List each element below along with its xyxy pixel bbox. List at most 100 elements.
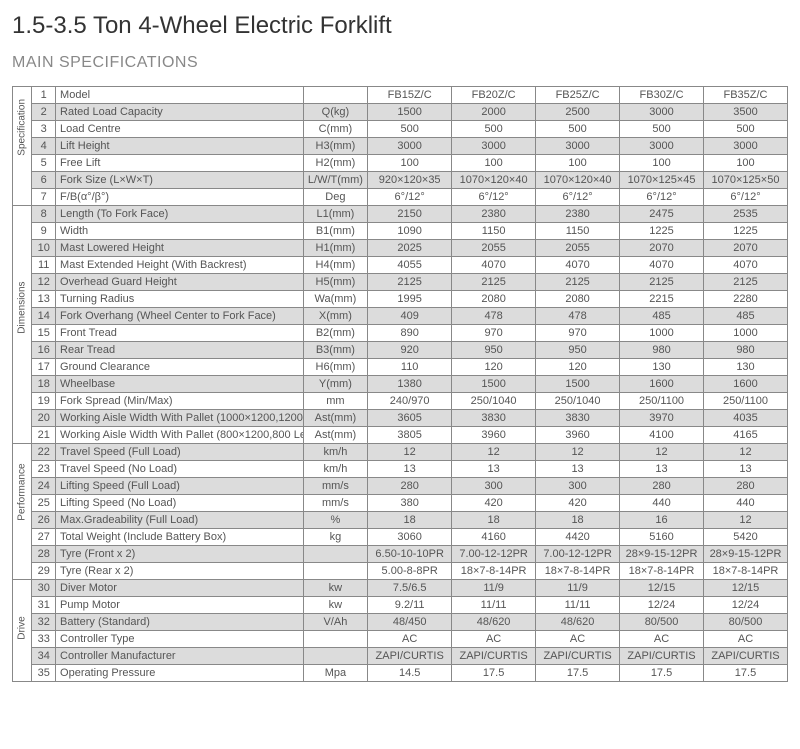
row-value: 409 <box>368 308 452 325</box>
row-value: 12 <box>704 512 788 529</box>
row-value: 7.00-12-12PR <box>452 546 536 563</box>
row-value: 500 <box>368 121 452 138</box>
row-value: 5160 <box>620 529 704 546</box>
table-row: 21Working Aisle Width With Pallet (800×1… <box>13 427 788 444</box>
row-value: 2125 <box>536 274 620 291</box>
row-value: 13 <box>620 461 704 478</box>
row-value: ZAPI/CURTIS <box>452 648 536 665</box>
row-number: 7 <box>32 189 56 206</box>
row-param: Wheelbase <box>56 376 304 393</box>
row-param: Battery (Standard) <box>56 614 304 631</box>
row-value: 2535 <box>704 206 788 223</box>
row-number: 6 <box>32 172 56 189</box>
row-value: 1600 <box>704 376 788 393</box>
row-param: Controller Type <box>56 631 304 648</box>
table-row: 16Rear TreadB3(mm)920950950980980 <box>13 342 788 359</box>
row-value: 100 <box>536 155 620 172</box>
table-row: 4Lift HeightH3(mm)30003000300030003000 <box>13 138 788 155</box>
row-value: 12 <box>620 444 704 461</box>
row-number: 18 <box>32 376 56 393</box>
table-row: 34Controller ManufacturerZAPI/CURTISZAPI… <box>13 648 788 665</box>
section-heading: MAIN SPECIFICATIONS <box>12 54 788 72</box>
row-param: Mast Extended Height (With Backrest) <box>56 257 304 274</box>
row-value: 12/15 <box>704 580 788 597</box>
row-value: 2500 <box>536 104 620 121</box>
row-param: Turning Radius <box>56 291 304 308</box>
row-value: 13 <box>536 461 620 478</box>
row-value: 5.00-8-8PR <box>368 563 452 580</box>
row-number: 28 <box>32 546 56 563</box>
table-row: 31Pump Motorkw9.2/1111/1111/1112/2412/24 <box>13 597 788 614</box>
row-value: 2125 <box>704 274 788 291</box>
row-unit: mm <box>303 393 368 410</box>
row-value: 28×9-15-12PR <box>704 546 788 563</box>
row-value: 17.5 <box>620 665 704 682</box>
row-value: 478 <box>452 308 536 325</box>
row-value: 2475 <box>620 206 704 223</box>
row-param: Tyre (Front x 2) <box>56 546 304 563</box>
table-row: 19Fork Spread (Min/Max)mm240/970250/1040… <box>13 393 788 410</box>
row-number: 30 <box>32 580 56 597</box>
group-label: Dimensions <box>13 206 32 444</box>
row-value: 12/15 <box>620 580 704 597</box>
row-value: 2080 <box>452 291 536 308</box>
table-row: 18WheelbaseY(mm)13801500150016001600 <box>13 376 788 393</box>
row-param: Operating Pressure <box>56 665 304 682</box>
row-value: 28×9-15-12PR <box>620 546 704 563</box>
row-value: 12/24 <box>704 597 788 614</box>
row-value: 18 <box>452 512 536 529</box>
row-value: 120 <box>452 359 536 376</box>
table-row: 35Operating PressureMpa14.517.517.517.51… <box>13 665 788 682</box>
row-value: 17.5 <box>704 665 788 682</box>
row-value: 1995 <box>368 291 452 308</box>
row-param: Overhead Guard Height <box>56 274 304 291</box>
row-value: 16 <box>620 512 704 529</box>
row-value: 4035 <box>704 410 788 427</box>
row-value: FB20Z/C <box>452 87 536 104</box>
table-row: 6Fork Size (L×W×T)L/W/T(mm)920×120×35107… <box>13 172 788 189</box>
table-row: 29Tyre (Rear x 2)5.00-8-8PR18×7-8-14PR18… <box>13 563 788 580</box>
row-unit: B2(mm) <box>303 325 368 342</box>
row-unit: Q(kg) <box>303 104 368 121</box>
row-number: 32 <box>32 614 56 631</box>
row-value: 2070 <box>704 240 788 257</box>
row-value: 250/1040 <box>452 393 536 410</box>
row-value: 980 <box>704 342 788 359</box>
row-unit: L/W/T(mm) <box>303 172 368 189</box>
row-value: 11/9 <box>536 580 620 597</box>
table-row: Dimensions8Length (To Fork Face)L1(mm)21… <box>13 206 788 223</box>
row-unit <box>303 648 368 665</box>
row-value: 13 <box>368 461 452 478</box>
row-value: 18×7-8-14PR <box>536 563 620 580</box>
row-value: 2025 <box>368 240 452 257</box>
row-number: 16 <box>32 342 56 359</box>
row-value: 3830 <box>536 410 620 427</box>
row-value: 7.00-12-12PR <box>536 546 620 563</box>
row-param: Model <box>56 87 304 104</box>
row-number: 3 <box>32 121 56 138</box>
row-value: AC <box>452 631 536 648</box>
row-param: Lifting Speed (No Load) <box>56 495 304 512</box>
row-param: Free Lift <box>56 155 304 172</box>
row-value: 3000 <box>452 138 536 155</box>
row-value: 3000 <box>536 138 620 155</box>
row-value: 3000 <box>620 104 704 121</box>
row-number: 14 <box>32 308 56 325</box>
row-unit: % <box>303 512 368 529</box>
row-value: 280 <box>620 478 704 495</box>
row-value: 1600 <box>620 376 704 393</box>
row-number: 20 <box>32 410 56 427</box>
row-value: 130 <box>704 359 788 376</box>
row-value: 130 <box>620 359 704 376</box>
row-number: 19 <box>32 393 56 410</box>
table-row: 17Ground ClearanceH6(mm)110120120130130 <box>13 359 788 376</box>
row-unit: mm/s <box>303 478 368 495</box>
table-row: 7F/B(α°/β°)Deg6°/12°6°/12°6°/12°6°/12°6°… <box>13 189 788 206</box>
row-value: 3060 <box>368 529 452 546</box>
row-value: 48/620 <box>452 614 536 631</box>
row-value: 100 <box>704 155 788 172</box>
row-value: 300 <box>536 478 620 495</box>
row-value: 80/500 <box>704 614 788 631</box>
row-value: 3000 <box>368 138 452 155</box>
row-value: 1070×120×40 <box>452 172 536 189</box>
